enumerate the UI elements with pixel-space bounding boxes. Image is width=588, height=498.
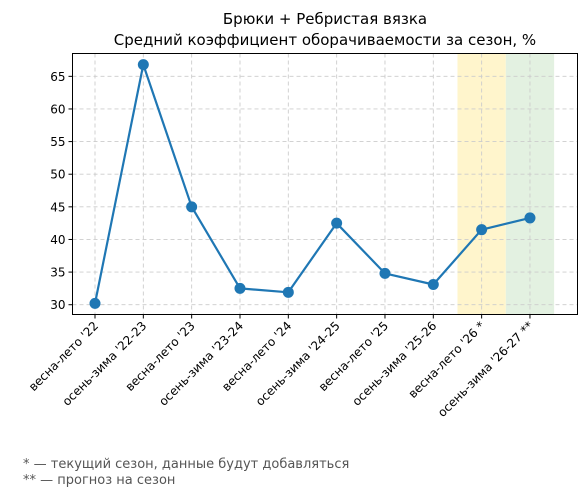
y-tick-label: 50: [50, 168, 65, 182]
x-tick-label: осень-зима '26-27 **: [435, 319, 536, 420]
y-tick-label: 30: [50, 298, 65, 312]
chart-title: Брюки + Ребристая вязка: [223, 10, 427, 28]
chart-subtitle: Средний коэффициент оборачиваемости за с…: [114, 31, 536, 49]
data-point: [427, 278, 439, 290]
data-point: [282, 286, 294, 298]
data-point: [89, 297, 101, 309]
plot-frame: [72, 53, 578, 315]
y-tick-label: 40: [50, 233, 65, 247]
data-point: [379, 267, 391, 279]
y-tick-label: 60: [50, 102, 65, 116]
data-point: [476, 224, 488, 236]
data-point: [524, 212, 536, 224]
y-tick-label: 55: [50, 135, 65, 149]
highlight-bands: [457, 53, 555, 315]
y-tick-label: 65: [50, 70, 65, 84]
footnote-current-season: * — текущий сезон, данные будут добавлят…: [23, 457, 350, 472]
highlight-band: [505, 53, 555, 315]
x-tick-label: осень-зима '25-26: [350, 319, 440, 409]
data-point: [234, 282, 246, 294]
series-layer: [89, 59, 536, 309]
x-tick-label: осень-зима '22-23: [60, 319, 150, 409]
y-tick-label: 35: [50, 266, 65, 280]
x-tick-label: осень-зима '23-24: [156, 319, 246, 409]
x-tick-label: осень-зима '24-25: [253, 319, 343, 409]
data-point: [137, 59, 149, 71]
series-line: [93, 63, 531, 304]
footnote-forecast: ** — прогноз на сезон: [23, 473, 176, 488]
data-point: [331, 217, 343, 229]
y-axis: 30 35 40 45 50 55 60 65: [50, 70, 73, 312]
data-point: [186, 201, 198, 213]
y-tick-label: 45: [50, 200, 65, 214]
highlight-band: [457, 53, 506, 315]
